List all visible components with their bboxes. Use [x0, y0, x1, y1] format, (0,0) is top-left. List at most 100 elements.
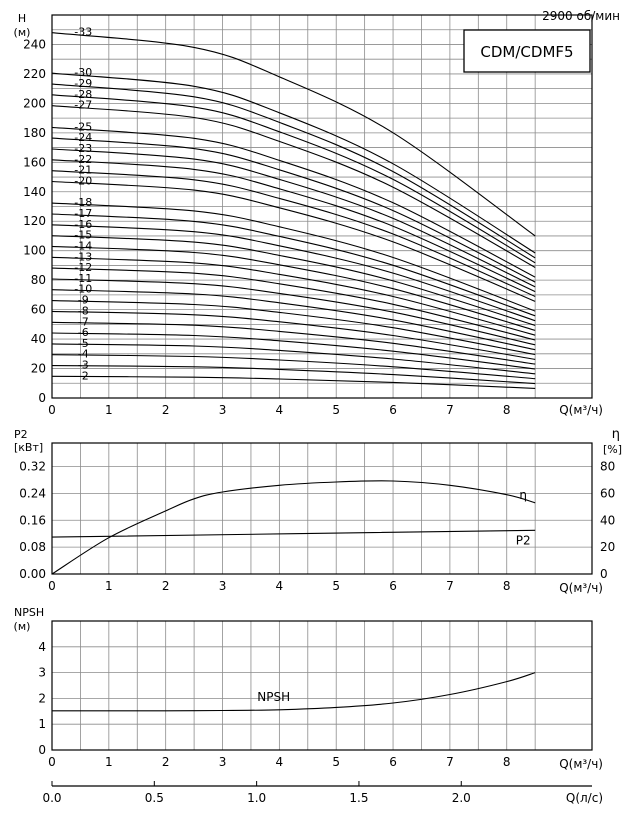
npsh-y-tick-label: 0: [38, 743, 46, 757]
power-x-tick-label: 4: [276, 579, 284, 593]
lps-tick-label: 1.5: [349, 791, 368, 805]
head-curve-label: -7: [78, 315, 89, 328]
lps-tick-label: 2.0: [452, 791, 471, 805]
head-y-axis-unit: (м): [14, 26, 31, 39]
head-curve-stage-12: [51, 267, 536, 341]
head-curve-stage-24: [51, 137, 536, 283]
head-x-tick-label: 4: [276, 403, 284, 417]
npsh-x-tick-label: 6: [389, 755, 397, 769]
head-x-tick-label: 6: [389, 403, 397, 417]
model-title: CDM/CDMF5: [480, 43, 573, 61]
npsh-x-tick-label: 2: [162, 755, 170, 769]
npsh-x-tick-label: 4: [276, 755, 284, 769]
power-x-tick-label: 0: [48, 579, 56, 593]
head-curve-label: -29: [74, 77, 92, 90]
head-curve-label: -12: [74, 261, 92, 274]
head-curve-stage-18: [51, 202, 536, 312]
power-y-tick-label: 0.08: [19, 540, 46, 554]
model-title-box: [463, 29, 591, 73]
head-curve-stage-11: [51, 278, 536, 346]
power-y-axis-unit: [кВт]: [14, 441, 43, 454]
head-curve-stage-9: [51, 300, 536, 356]
power-x-tick-label: 2: [162, 579, 170, 593]
head-y-tick-label: 120: [23, 214, 46, 228]
head-curve-stage-15: [51, 235, 536, 327]
npsh-x-tick-label: 1: [105, 755, 113, 769]
head-curve-label: -16: [74, 218, 92, 231]
head-curve-stage-22: [51, 159, 536, 293]
head-y-tick-label: 20: [31, 362, 46, 376]
efficiency-y-tick-label: 0: [600, 567, 608, 581]
head-curve-stage-14: [51, 245, 536, 331]
npsh-x-tick-label: 7: [446, 755, 454, 769]
head-curve-label: -18: [74, 196, 92, 209]
head-curve-stage-3: [51, 365, 536, 385]
head-curve-label: -4: [78, 348, 89, 361]
head-x-tick-label: 8: [503, 403, 511, 417]
power-x-tick-label: 8: [503, 579, 511, 593]
head-curve-stage-30: [51, 72, 536, 254]
power-y-tick-label: 0.24: [19, 486, 46, 500]
head-x-tick-label: 0: [48, 403, 56, 417]
lps-tick-label: 0.0: [42, 791, 61, 805]
npsh-y-tick-label: 3: [38, 666, 46, 680]
head-curve-label: -20: [74, 174, 92, 187]
head-curve-stage-28: [51, 94, 536, 264]
lps-tick-label: 1.0: [247, 791, 266, 805]
head-y-tick-label: 80: [31, 273, 46, 287]
efficiency-y-tick-label: 40: [600, 513, 615, 527]
npsh-curve-label: NPSH: [257, 690, 290, 704]
power-y-tick-label: 0.00: [19, 567, 46, 581]
head-curve-label: -15: [74, 229, 92, 242]
power-curve-p2: [51, 529, 536, 538]
power-x-axis-label: Q(м³/ч): [559, 581, 603, 595]
npsh-x-tick-label: 3: [219, 755, 227, 769]
npsh-x-tick-label: 5: [332, 755, 340, 769]
head-y-tick-label: 200: [23, 96, 46, 110]
npsh-y-axis-unit: (м): [14, 620, 31, 633]
head-curve-stage-5: [51, 343, 536, 375]
head-x-tick-label: 5: [332, 403, 340, 417]
npsh-x-tick-label: 0: [48, 755, 56, 769]
power-y-axis-label: P2: [14, 428, 28, 441]
speed-label: 2900 об/мин: [542, 9, 620, 23]
head-y-tick-label: 100: [23, 244, 46, 258]
npsh-y-tick-label: 2: [38, 691, 46, 705]
head-curve-label: -2: [78, 369, 89, 382]
head-y-tick-label: 60: [31, 303, 46, 317]
head-curve-label: -17: [74, 207, 92, 220]
npsh-plot-frame: [51, 620, 593, 751]
npsh-curve: [52, 672, 536, 712]
head-curve-stage-4: [51, 354, 536, 380]
head-y-tick-label: 140: [23, 185, 46, 199]
head-y-tick-label: 180: [23, 126, 46, 140]
head-curve-label: -22: [74, 153, 92, 166]
head-curve-stage-2: [51, 375, 536, 389]
head-curve-stage-16: [51, 224, 536, 322]
head-curve-stage-29: [51, 83, 536, 259]
power-x-tick-label: 7: [446, 579, 454, 593]
head-y-tick-label: 220: [23, 67, 46, 81]
power-y-tick-label: 0.32: [19, 460, 46, 474]
npsh-x-axis-label: Q(м³/ч): [559, 757, 603, 771]
head-curve-label: -6: [78, 326, 89, 339]
head-curve-label: -27: [74, 99, 92, 112]
head-curve-label: -5: [78, 337, 89, 350]
head-curve-stage-21: [51, 170, 536, 298]
power-x-tick-label: 6: [389, 579, 397, 593]
head-curve-label: -30: [74, 66, 92, 79]
power-curve-efficiency: [51, 480, 536, 575]
head-curve-stage-27: [51, 105, 536, 268]
head-curve-label: -8: [78, 304, 89, 317]
head-plot-frame: [51, 14, 593, 399]
power-y-tick-label: 0.16: [19, 513, 46, 527]
head-curve-stage-20: [51, 180, 536, 302]
head-curve-label: -11: [74, 272, 92, 285]
head-curve-stage-10: [51, 289, 536, 351]
efficiency-y-tick-label: 60: [600, 486, 615, 500]
npsh-y-tick-label: 1: [38, 717, 46, 731]
head-curve-label: -21: [74, 164, 92, 177]
head-curve-label: -25: [74, 120, 92, 133]
